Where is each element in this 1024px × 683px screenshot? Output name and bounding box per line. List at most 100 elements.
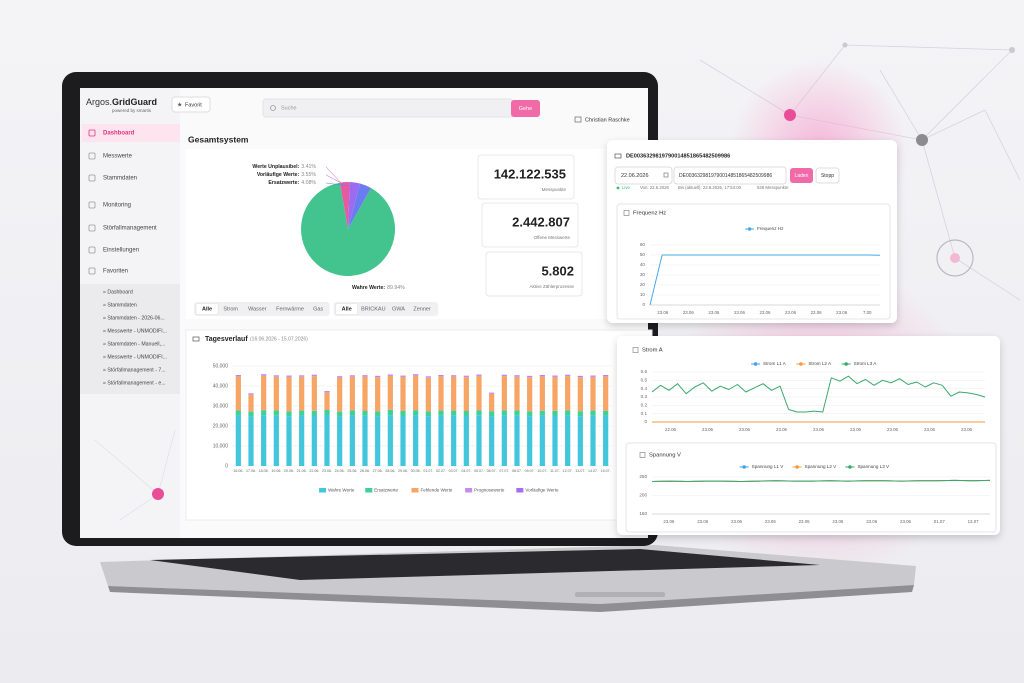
status-points: 526 Messpunkte (757, 185, 789, 190)
panel-subtitle: (16.06.2026 - 15.07.2026) (250, 336, 308, 342)
bar-segment (565, 376, 571, 411)
filter-tab[interactable]: BRICKAU (361, 306, 385, 312)
bar-segment (514, 410, 520, 416)
bar-segment (349, 410, 355, 416)
menu-item[interactable]: Monitoring (103, 203, 131, 209)
search-button-label[interactable]: Gehe (519, 106, 532, 112)
bar-segment (514, 375, 520, 376)
bar-segment (489, 394, 495, 412)
bar-segment (324, 391, 330, 392)
x-tick-label: 23.06 (836, 310, 848, 315)
load-button-label[interactable]: Laden (795, 173, 809, 179)
x-tick-label: 23.06 (924, 427, 936, 432)
bar-segment (527, 376, 533, 378)
search-icon (270, 105, 276, 111)
load-button[interactable] (790, 168, 813, 183)
filter-tab[interactable]: Alle (342, 306, 352, 312)
bar-segment (451, 375, 457, 376)
favorite-label[interactable]: Favorit (185, 102, 202, 108)
bar-segment (603, 376, 609, 411)
calendar-icon (663, 172, 669, 178)
y-tick-label: 0 (642, 302, 645, 307)
favorite-button[interactable] (171, 96, 211, 113)
status-from: Von: 22.6.2026 (640, 185, 670, 190)
bar-segment (527, 377, 533, 412)
brand-name-bold: GridGuard (112, 97, 157, 107)
bar-segment (438, 375, 444, 376)
bar-segment (476, 410, 482, 416)
date-input[interactable] (614, 166, 673, 185)
bar-segment (489, 392, 495, 394)
filter-tab[interactable]: Alle (202, 306, 212, 312)
x-tick-label: 19.06. (271, 469, 281, 473)
bar-segment (400, 376, 406, 377)
legend-swatch (319, 488, 327, 493)
x-tick-label: 23.06. (322, 469, 332, 473)
search-button[interactable] (511, 100, 540, 117)
x-tick-label: 26.06. (360, 469, 370, 473)
favorite-link[interactable]: » Stammdaten - Manuell,... (103, 341, 165, 347)
x-tick-label: 23.06 (785, 310, 797, 315)
pie-label: Ersatzwerte: 4.08% (268, 180, 316, 186)
menu-icon (88, 152, 96, 160)
x-tick-label: 23.06 (799, 519, 811, 524)
filter-tab[interactable]: Wasser (248, 306, 267, 312)
y-tick-label: 10 (640, 292, 646, 297)
filter-tab[interactable]: GWA (392, 306, 405, 312)
favorite-link[interactable]: » Messwerte - UNMODIFI... (103, 354, 167, 360)
status-live: Live (622, 185, 630, 190)
bar-segment (590, 415, 596, 466)
x-tick-label: 23.06 (708, 310, 720, 315)
stop-button[interactable] (815, 167, 840, 184)
bar-segment (527, 411, 533, 417)
bar-segment (311, 376, 317, 411)
frequency-chart-panel (616, 203, 891, 320)
bar-segment (438, 375, 444, 377)
bar-segment (539, 415, 545, 466)
x-tick-label: 13.07. (575, 469, 585, 473)
bar-segment (375, 376, 381, 378)
favorite-link[interactable]: » Stammdaten - 2026-06... (103, 315, 165, 321)
menu-item[interactable]: Einstellungen (103, 248, 139, 254)
y-tick-label: 0.4 (641, 386, 648, 391)
menu-item[interactable]: Dashboard (103, 131, 135, 137)
filter-tab[interactable]: Zenner (413, 306, 431, 312)
search-field[interactable] (262, 98, 514, 118)
favorite-link[interactable]: » Dashboard (103, 289, 133, 295)
bar-segment (261, 375, 267, 411)
meter-input[interactable] (673, 166, 787, 185)
legend-label: Wahre Werte (328, 488, 355, 493)
bar-segment (425, 377, 431, 412)
filter-tab[interactable]: Strom (223, 306, 238, 312)
favorites-panel (80, 284, 180, 394)
favorite-link[interactable]: » Messwerte - UNMODIFI... (103, 328, 167, 334)
date-value: 22.06.2026 (621, 173, 649, 179)
bar-segment (463, 377, 469, 411)
favorite-link[interactable]: » Störfallmanagement - e... (103, 380, 166, 386)
x-tick-label: 16.06. (233, 469, 243, 473)
bar-segment (261, 415, 267, 466)
bar-segment (565, 410, 571, 416)
bar-segment (527, 375, 533, 377)
stop-button-label[interactable]: Stopp (821, 173, 834, 179)
legend-label: Fehlende Werte (421, 488, 453, 493)
favorite-link[interactable]: » Störfallmanagement - 7... (103, 367, 166, 373)
favorite-link[interactable]: » Stammdaten (103, 302, 137, 308)
menu-item[interactable]: Störfallmanagement (103, 226, 157, 232)
menu-item[interactable]: Favoriten (103, 269, 128, 275)
menu-item[interactable]: Messwerte (103, 154, 133, 160)
bar-segment (489, 411, 495, 417)
bar-segment (273, 376, 279, 411)
bar-segment (501, 415, 507, 466)
pie-label: Werte Unplausibel: 3.41% (252, 164, 316, 170)
bar-segment (311, 374, 317, 376)
menu-item[interactable]: Stammdaten (103, 176, 137, 182)
bar-segment (413, 374, 419, 375)
x-tick-label: 09.07. (525, 469, 535, 473)
filter-tab[interactable]: Gas (313, 306, 323, 312)
network-node (1009, 47, 1015, 53)
pie-slice (339, 181, 350, 229)
pie-label-name: Wahre Werte: (352, 285, 385, 291)
bar-segment (514, 415, 520, 466)
filter-tab[interactable]: Fernwärme (276, 306, 304, 312)
